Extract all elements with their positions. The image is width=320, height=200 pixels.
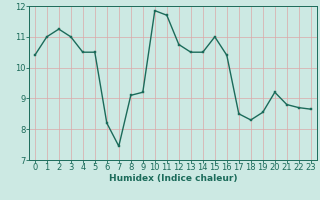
X-axis label: Humidex (Indice chaleur): Humidex (Indice chaleur) bbox=[108, 174, 237, 183]
